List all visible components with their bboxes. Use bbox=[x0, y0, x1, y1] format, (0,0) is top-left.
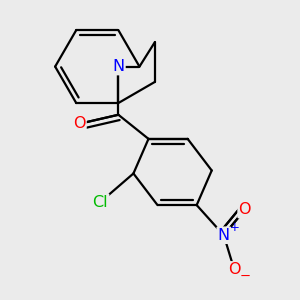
Text: O: O bbox=[73, 116, 85, 131]
Text: O: O bbox=[238, 202, 251, 217]
Text: Cl: Cl bbox=[92, 195, 108, 210]
Text: O: O bbox=[228, 262, 241, 277]
Text: N: N bbox=[112, 59, 124, 74]
Text: +: + bbox=[230, 221, 239, 234]
Text: −: − bbox=[239, 270, 250, 283]
Text: N: N bbox=[218, 228, 230, 243]
